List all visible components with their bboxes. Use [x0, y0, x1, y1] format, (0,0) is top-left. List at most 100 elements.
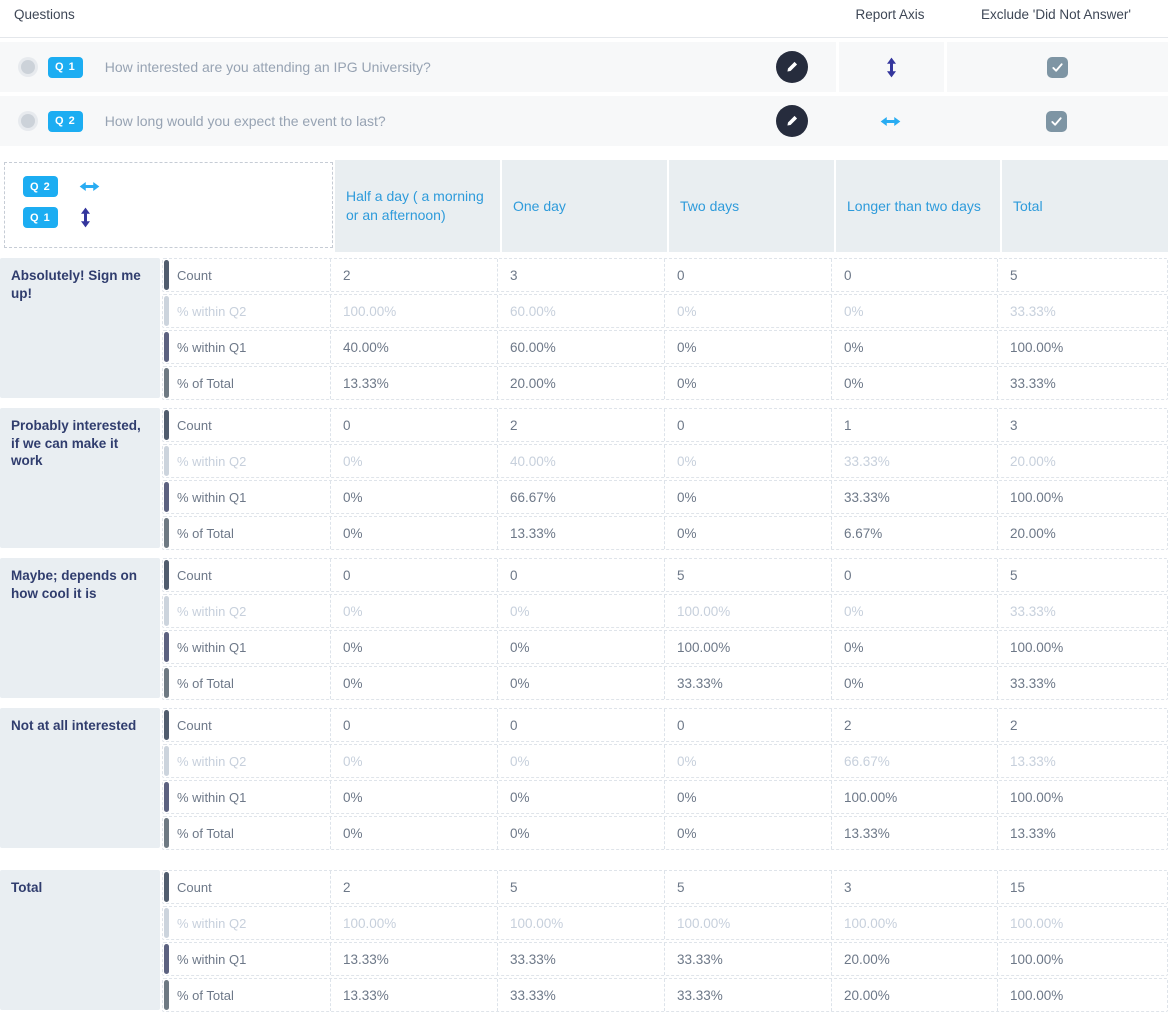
- value-cell: 20.00%: [831, 943, 997, 975]
- row-category-label: Maybe; depends on how cool it is: [0, 558, 160, 698]
- value-cell: 0%: [664, 745, 831, 777]
- question-q2-main-cell: Q 2 How long would you expect the event …: [0, 96, 836, 146]
- row-accent-bar: [164, 818, 169, 848]
- value-cell: 2: [497, 409, 664, 441]
- value-cell: 0%: [497, 631, 664, 663]
- value-cell: 0: [831, 559, 997, 591]
- question-row-q2: Q 2 How long would you expect the event …: [0, 96, 1168, 146]
- corner-q2-axis-icon: [78, 179, 101, 194]
- value-cell: 0: [664, 409, 831, 441]
- report-axis-toggle-q1[interactable]: [884, 56, 899, 79]
- value-cell: 1: [831, 409, 997, 441]
- row-accent-bar: [164, 296, 169, 326]
- question-q2-exclude-cell: [944, 96, 1168, 146]
- value-cell: 33.33%: [664, 979, 831, 1011]
- report-axis-toggle-q2[interactable]: [879, 114, 902, 129]
- metric-label: % of Total: [177, 675, 234, 691]
- value-cell: 0: [330, 409, 497, 441]
- value-cell: 100.00%: [997, 781, 1167, 813]
- value-cell: 20.00%: [497, 367, 664, 399]
- question-q2-radio[interactable]: [18, 111, 38, 131]
- row-accent-bar: [164, 260, 169, 290]
- metric-label: % within Q1: [177, 789, 247, 805]
- value-cell: 33.33%: [664, 943, 831, 975]
- row-category-label: Absolutely! Sign me up!: [0, 258, 160, 398]
- value-cell: 0%: [330, 517, 497, 549]
- metric-label: % within Q2: [177, 603, 247, 619]
- value-cell: 100.00%: [664, 595, 831, 627]
- metric-row: Count 0 2 0 1 3: [162, 408, 1168, 442]
- checkmark-icon: [1050, 116, 1062, 126]
- value-cell: 5: [664, 871, 831, 903]
- metric-row: % within Q2 0% 0% 0% 66.67% 13.33%: [162, 744, 1168, 778]
- value-cell: 0%: [497, 595, 664, 627]
- question-row-q1: Q 1 How interested are you attending an …: [0, 42, 1168, 92]
- value-cell: 0%: [831, 331, 997, 363]
- value-cell: 13.33%: [997, 817, 1167, 849]
- question-q1-text: How interested are you attending an IPG …: [104, 59, 431, 75]
- metric-label: % within Q2: [177, 453, 247, 469]
- edit-question-q2-button[interactable]: [776, 105, 808, 137]
- column-header-total: Total: [1002, 160, 1168, 252]
- value-cell: 0: [497, 559, 664, 591]
- pencil-icon: [787, 115, 798, 126]
- value-cell: 20.00%: [997, 517, 1167, 549]
- value-cell: 100.00%: [330, 295, 497, 327]
- metric-label: % of Total: [177, 825, 234, 841]
- crosstab-table: Q 2 Q 1 Half a day ( a morning or an aft…: [0, 160, 1168, 1012]
- metric-label: Count: [177, 417, 212, 433]
- value-cell: 13.33%: [497, 517, 664, 549]
- value-cell: 100.00%: [497, 907, 664, 939]
- value-cell: 0%: [831, 595, 997, 627]
- value-cell: 60.00%: [497, 295, 664, 327]
- value-cell: 0%: [497, 781, 664, 813]
- value-cell: 33.33%: [664, 667, 831, 699]
- row-accent-bar: [164, 368, 169, 398]
- value-cell: 0%: [497, 745, 664, 777]
- metric-row: Count 2 5 5 3 15: [162, 870, 1168, 904]
- metric-label: % within Q1: [177, 489, 247, 505]
- column-header-longer-than-two-days: Longer than two days: [836, 160, 1000, 252]
- value-cell: 2: [997, 709, 1167, 741]
- corner-q1-badge: Q 1: [23, 207, 58, 228]
- value-cell: 2: [831, 709, 997, 741]
- crosstab-corner-cell: Q 2 Q 1: [4, 162, 333, 248]
- row-accent-bar: [164, 908, 169, 938]
- exclude-dna-checkbox-q2[interactable]: [1045, 110, 1067, 132]
- row-accent-bar: [164, 560, 169, 590]
- metric-row: % of Total 0% 0% 33.33% 0% 33.33%: [162, 666, 1168, 700]
- question-q1-radio[interactable]: [18, 57, 38, 77]
- metric-label: % of Total: [177, 375, 234, 391]
- value-cell: 100.00%: [664, 907, 831, 939]
- question-q1-main-cell: Q 1 How interested are you attending an …: [0, 42, 836, 92]
- value-cell: 0%: [330, 595, 497, 627]
- value-cell: 40.00%: [330, 331, 497, 363]
- column-header-one-day: One day: [502, 160, 667, 252]
- metric-row: Count 0 0 0 2 2: [162, 708, 1168, 742]
- question-q2-badge: Q 2: [48, 110, 83, 132]
- value-cell: 5: [997, 259, 1167, 291]
- crosstab-header-row: Q 2 Q 1 Half a day ( a morning or an aft…: [0, 160, 1168, 252]
- exclude-dna-checkbox-q1[interactable]: [1047, 56, 1068, 78]
- metric-label: % within Q2: [177, 915, 247, 931]
- metric-label: % of Total: [177, 525, 234, 541]
- metric-row: Count 2 3 0 0 5: [162, 258, 1168, 292]
- value-cell: 100.00%: [997, 979, 1167, 1011]
- value-cell: 33.33%: [997, 367, 1167, 399]
- value-cell: 0%: [330, 481, 497, 513]
- metric-label: Count: [177, 267, 212, 283]
- value-cell: 13.33%: [330, 367, 497, 399]
- value-cell: 0: [664, 709, 831, 741]
- value-cell: 100.00%: [330, 907, 497, 939]
- value-cell: 100.00%: [664, 631, 831, 663]
- crosstab-group: Probably interested, if we can make it w…: [0, 408, 1168, 550]
- edit-question-q1-button[interactable]: [776, 51, 808, 83]
- question-q1-report-axis-cell: [836, 42, 944, 92]
- value-cell: 0%: [664, 445, 831, 477]
- metric-row: % within Q2 0% 40.00% 0% 33.33% 20.00%: [162, 444, 1168, 478]
- metric-row: % within Q2 0% 0% 100.00% 0% 33.33%: [162, 594, 1168, 628]
- report-axis-header-label: Report Axis: [855, 7, 925, 22]
- column-header-two-days: Two days: [669, 160, 834, 252]
- row-accent-bar: [164, 944, 169, 974]
- crosstab-body: Absolutely! Sign me up! Count 2 3 0 0 5 % withi…: [0, 258, 1168, 1012]
